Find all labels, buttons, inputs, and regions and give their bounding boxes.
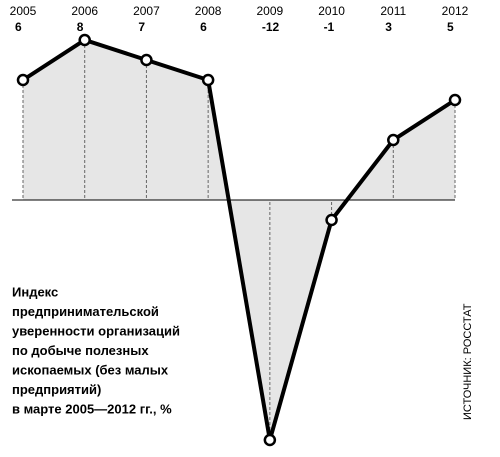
title-line: предпринимательской xyxy=(12,304,159,319)
marker xyxy=(140,53,153,67)
year-label: 2011 xyxy=(380,4,406,18)
area xyxy=(23,40,455,440)
title-line: Индекс xyxy=(12,284,58,299)
value-label: 3 xyxy=(385,20,392,34)
title-line: ископаемых (без малых xyxy=(12,362,169,377)
title-line: предприятий) xyxy=(12,382,101,397)
value-label: 7 xyxy=(138,20,145,34)
year-label: 2006 xyxy=(71,4,98,18)
title-line: уверенности организаций xyxy=(12,323,180,338)
value-label: 6 xyxy=(200,20,207,34)
title-line: по добыче полезных xyxy=(12,343,149,358)
marker xyxy=(387,133,400,147)
year-label: 2012 xyxy=(442,4,469,18)
year-label: 2007 xyxy=(133,4,160,18)
marker xyxy=(325,213,338,227)
year-label: 2008 xyxy=(195,4,222,18)
line xyxy=(21,37,457,441)
value-label: 6 xyxy=(15,20,22,34)
year-label: 2010 xyxy=(318,4,345,18)
value-label: 5 xyxy=(447,20,454,34)
title-line: в марте 2005—2012 гг., % xyxy=(12,401,172,416)
marker xyxy=(16,73,30,87)
value-label: 8 xyxy=(77,20,84,34)
marker xyxy=(263,433,277,447)
title: Индекс предпринимательской уверенности орг… xyxy=(12,284,180,416)
marker xyxy=(448,93,462,107)
value-label: -12 xyxy=(262,20,280,34)
value-label: -1 xyxy=(324,20,335,34)
year-label: 2009 xyxy=(257,4,284,18)
source: ИСТОЧНИК: РОССТАТ xyxy=(462,303,474,420)
year-label: 2005 xyxy=(10,4,37,18)
marker xyxy=(201,73,215,87)
marker xyxy=(78,33,91,47)
